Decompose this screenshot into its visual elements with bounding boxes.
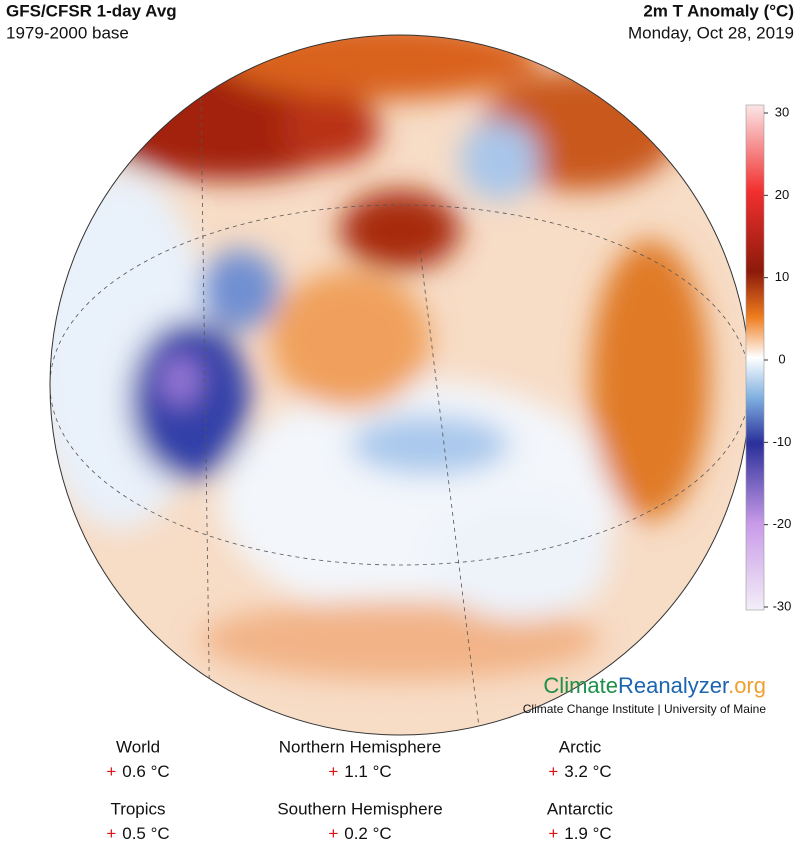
logo-part: Climate <box>543 673 618 698</box>
stat-value: +3.2 °C <box>548 762 611 781</box>
stat-value: +0.5 °C <box>106 824 169 843</box>
stat-value: +1.9 °C <box>548 824 611 843</box>
colorbar-tick-label: 30 <box>775 104 789 119</box>
variable: 2m T Anomaly (°C) <box>643 1 794 20</box>
title: GFS/CFSR 1-day Avg <box>6 1 177 20</box>
stat-label: Northern Hemisphere <box>279 737 442 756</box>
stat-sign: + <box>548 762 558 781</box>
stat-label: Antarctic <box>547 799 614 818</box>
stat-value: +1.1 °C <box>328 762 391 781</box>
colorbar-tick-label: 0 <box>778 351 785 366</box>
colorbar <box>745 104 765 611</box>
affiliation: Climate Change Institute | University of… <box>523 702 767 716</box>
logo-part: .org <box>728 673 766 698</box>
colorbar-tick-label: -30 <box>773 598 792 613</box>
stat-number: 0.5 °C <box>122 824 169 843</box>
stat-label: Arctic <box>559 737 602 756</box>
stat-sign: + <box>106 824 116 843</box>
colorbar-tick-label: -10 <box>773 434 792 449</box>
stat-sign: + <box>106 762 116 781</box>
subtitle: 1979-2000 base <box>6 23 129 42</box>
stat-number: 1.9 °C <box>564 824 611 843</box>
stat-value: +0.6 °C <box>106 762 169 781</box>
stat-number: 1.1 °C <box>344 762 391 781</box>
stat-number: 3.2 °C <box>564 762 611 781</box>
colorbar-tick-label: 20 <box>775 187 789 202</box>
stat-sign: + <box>328 762 338 781</box>
globe-map <box>50 35 750 735</box>
stat-sign: + <box>328 824 338 843</box>
stat-number: 0.6 °C <box>122 762 169 781</box>
stat-label: Southern Hemisphere <box>277 799 442 818</box>
colorbar-tick-label: -20 <box>773 516 792 531</box>
stat-sign: + <box>548 824 558 843</box>
date: Monday, Oct 28, 2019 <box>628 23 794 42</box>
stat-label: Tropics <box>110 799 165 818</box>
stat-value: +0.2 °C <box>328 824 391 843</box>
stat-label: World <box>116 737 160 756</box>
logo: ClimateReanalyzer.org <box>543 673 766 698</box>
logo-part: Reanalyzer <box>618 673 729 698</box>
stat-number: 0.2 °C <box>344 824 391 843</box>
colorbar-tick-label: 10 <box>775 269 789 284</box>
